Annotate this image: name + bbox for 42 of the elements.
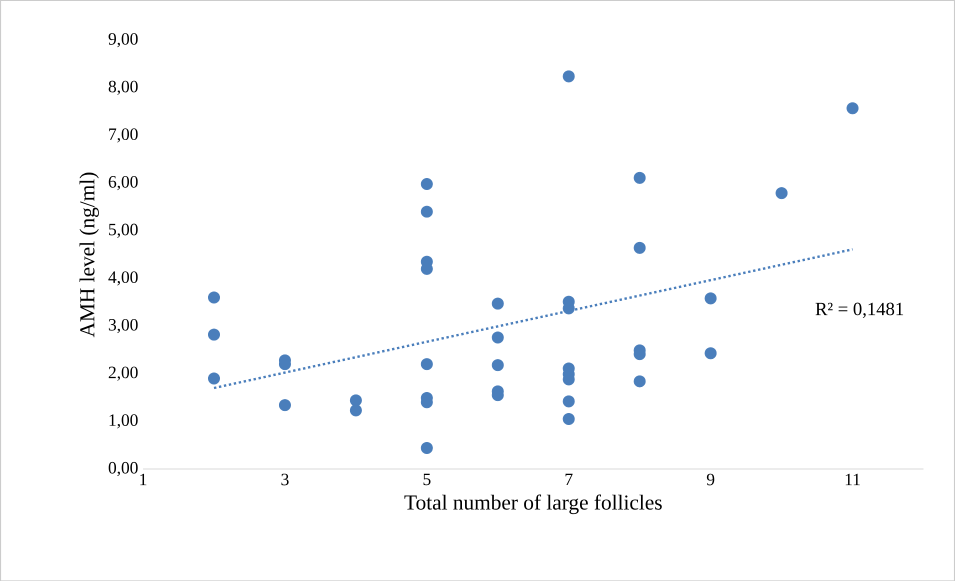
- point: [846, 102, 859, 114]
- x-tick-label: 3: [281, 473, 289, 486]
- x-tick-label: 9: [706, 473, 714, 486]
- y-tick-label: 9,00: [108, 32, 138, 48]
- point: [634, 375, 646, 388]
- point: [208, 372, 220, 384]
- point: [562, 70, 575, 82]
- point: [562, 412, 575, 425]
- point: [492, 331, 504, 344]
- point: [562, 395, 575, 408]
- point: [208, 328, 220, 340]
- y-tick-label: 3,00: [108, 318, 138, 333]
- point: [420, 442, 433, 454]
- point: [776, 186, 788, 199]
- point: [350, 404, 362, 416]
- point: [278, 398, 291, 411]
- y-tick-label: 7,00: [109, 128, 138, 142]
- x-tick-label: 1: [140, 474, 146, 485]
- y-tick-label: 0,00: [108, 462, 138, 476]
- x-tick-label: 5: [424, 473, 430, 486]
- y-tick-label: 2,00: [108, 366, 138, 381]
- point: [704, 292, 717, 304]
- y-tick-label: 5,00: [109, 223, 138, 238]
- point: [492, 358, 504, 371]
- y-tick-label: 6,00: [108, 176, 138, 190]
- point: [420, 205, 433, 218]
- point: [704, 347, 717, 360]
- point: [634, 242, 646, 254]
- y-tick-label: 4,00: [108, 271, 138, 286]
- point: [492, 297, 504, 310]
- point: [420, 178, 433, 190]
- point: [350, 394, 362, 406]
- point: [208, 291, 220, 304]
- point: [634, 172, 646, 184]
- x-tick-label: 11: [846, 474, 860, 485]
- y-tick-label: 1,00: [110, 414, 138, 428]
- annotation: R² = 0,1481: [816, 302, 904, 318]
- x-tick-label: 7: [566, 473, 573, 485]
- y-tick-label: 8,00: [108, 80, 138, 95]
- x-axis-title: Total number of large follicles: [404, 494, 662, 514]
- point: [420, 358, 433, 370]
- y-axis-title: AMH level (ng/ml): [80, 172, 99, 338]
